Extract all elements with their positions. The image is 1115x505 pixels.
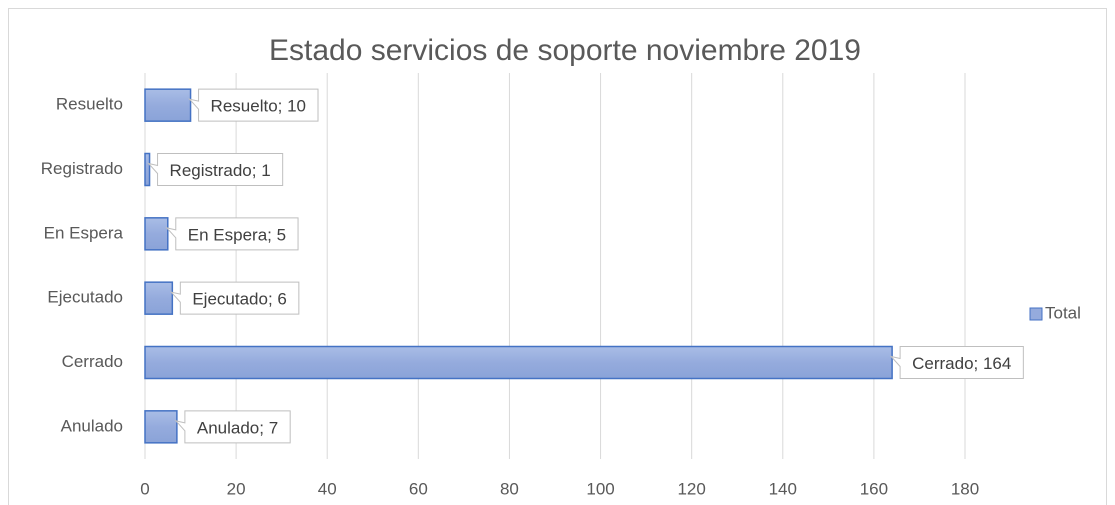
data-label: Ejecutado; 6 <box>169 281 300 315</box>
bar <box>144 88 192 122</box>
x-tick-label: 0 <box>140 479 149 498</box>
y-tick-label: Resuelto <box>56 95 123 114</box>
data-label-box <box>889 346 1024 379</box>
data-label-text: En Espera; 5 <box>188 225 286 244</box>
x-tick-label: 120 <box>677 479 705 498</box>
bar <box>144 152 151 187</box>
data-label: Registrado; 1 <box>147 153 284 186</box>
data-label: Anulado; 7 <box>174 410 291 444</box>
legend-label: Total <box>1045 303 1081 322</box>
bar <box>144 217 169 251</box>
bar <box>144 281 174 315</box>
data-label-text: Anulado; 7 <box>197 418 278 437</box>
y-tick-label: Registrado <box>41 159 123 178</box>
chart-border <box>8 8 1107 505</box>
data-label-text: Ejecutado; 6 <box>192 290 287 309</box>
data-label-box <box>169 281 300 315</box>
x-tick-label: 80 <box>500 479 519 498</box>
x-tick-label: 140 <box>769 479 797 498</box>
x-tick-label: 160 <box>860 479 888 498</box>
y-tick-label: Ejecutado <box>47 288 123 307</box>
chart-title: Estado servicios de soporte noviembre 20… <box>269 34 861 67</box>
y-tick-label: Anulado <box>61 416 123 435</box>
x-tick-label: 60 <box>409 479 428 498</box>
data-label-box <box>147 153 284 186</box>
data-label-text: Resuelto; 10 <box>211 97 306 116</box>
data-label: En Espera; 5 <box>165 217 299 251</box>
y-tick-label: En Espera <box>44 223 124 242</box>
data-label: Cerrado; 164 <box>889 346 1024 379</box>
bar <box>144 345 893 380</box>
bar <box>144 410 178 444</box>
y-tick-label: Cerrado <box>62 352 123 371</box>
x-tick-label: 180 <box>951 479 979 498</box>
data-label-text: Cerrado; 164 <box>912 354 1011 373</box>
legend-swatch <box>1029 307 1043 321</box>
data-label-box <box>174 410 291 444</box>
data-label-box <box>165 217 299 251</box>
data-label-box <box>188 88 319 122</box>
x-tick-label: 40 <box>318 479 337 498</box>
x-tick-label: 100 <box>586 479 614 498</box>
data-label: Resuelto; 10 <box>188 88 319 122</box>
data-label-text: Registrado; 1 <box>170 161 271 180</box>
x-tick-label: 20 <box>227 479 246 498</box>
